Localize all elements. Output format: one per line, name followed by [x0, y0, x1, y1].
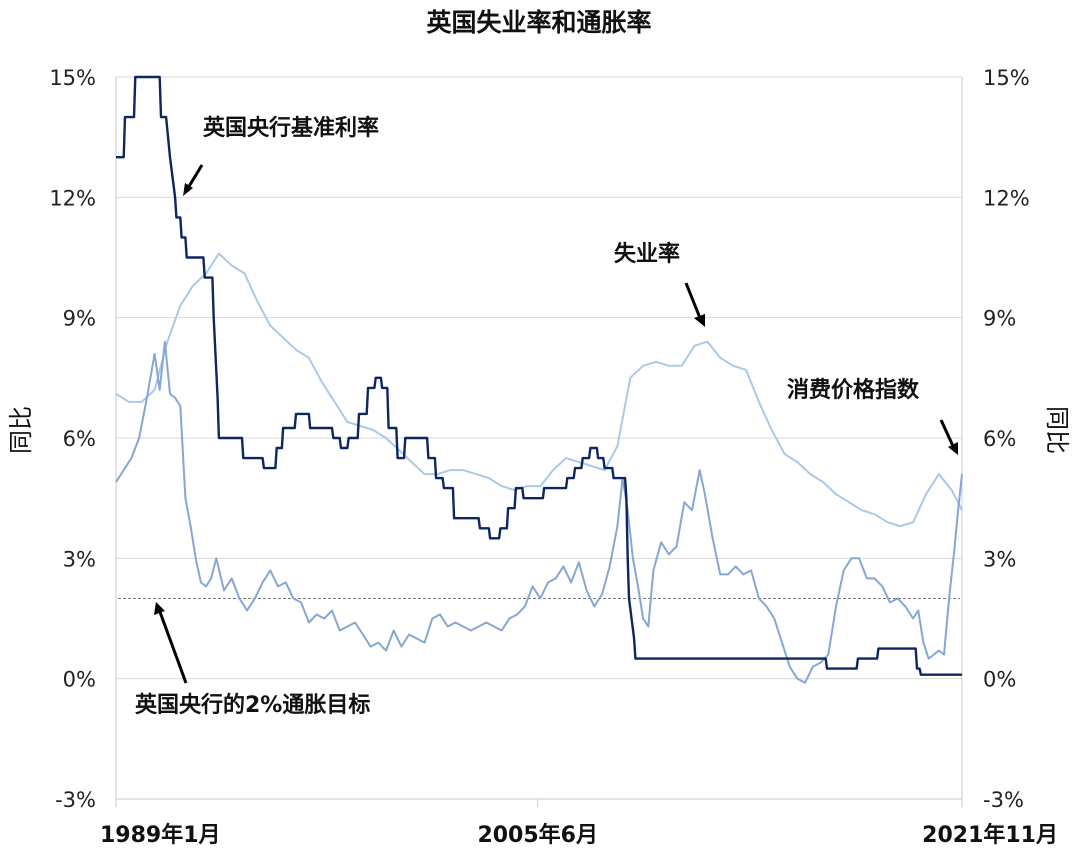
annotation-unemployment: 失业率: [614, 241, 680, 267]
series-bank-rate: [116, 75, 962, 676]
series-cpi: [115, 340, 963, 684]
y-axis-right: -3% 0% 3% 6% 9% 12% 15%: [983, 66, 1030, 812]
y-axis-left: -3% 0% 3% 6% 9% 12% 15%: [49, 66, 96, 812]
series-layer: [115, 75, 963, 684]
arrowhead-unemployment: [694, 314, 705, 327]
y-tick-label-right: 9%: [983, 307, 1016, 331]
grid: [115, 76, 963, 800]
y-tick-label-right: 15%: [983, 66, 1030, 90]
y-tick-label-right: 3%: [983, 547, 1016, 571]
y-tick-label-left: -3%: [55, 788, 96, 812]
series-unemployment: [115, 252, 963, 528]
y-tick-label-right: 12%: [983, 186, 1030, 210]
y-tick-label-left: 0%: [63, 668, 96, 692]
chart-title: 英国失业率和通胀率: [426, 8, 651, 37]
y-tick-label-right: -3%: [983, 788, 1024, 812]
arrow-unemployment: [684, 282, 702, 319]
x-tick-label: 2005年6月: [477, 822, 598, 848]
x-tick-label: 1989年1月: [100, 822, 221, 848]
y-tick-label-left: 6%: [63, 427, 96, 451]
arrow-inflation-target: [158, 611, 188, 684]
arrowhead-bank-rate: [183, 183, 193, 196]
y-tick-label-left: 12%: [49, 186, 96, 210]
arrow-cpi: [939, 419, 955, 447]
annotation-bank-rate: 英国央行基准利率: [203, 115, 379, 141]
y-axis-label-right: 同比: [1043, 406, 1071, 454]
y-tick-label-left: 3%: [63, 547, 96, 571]
arrow-bank-rate: [186, 164, 204, 189]
x-tick-label: 2021年11月: [922, 822, 1058, 848]
y-tick-label-left: 15%: [49, 66, 96, 90]
annotation-cpi: 消费价格指数: [787, 377, 920, 403]
y-axis-label-left: 同比: [7, 406, 35, 454]
arrowhead-inflation-target: [154, 602, 165, 615]
y-tick-label-left: 9%: [63, 307, 96, 331]
annotation-inflation-target: 英国央行的2%通胀目标: [135, 692, 370, 718]
x-axis: 1989年1月 2005年6月 2021年11月: [100, 799, 1058, 848]
y-tick-label-right: 0%: [983, 668, 1016, 692]
arrowhead-cpi: [948, 442, 958, 455]
y-tick-label-right: 6%: [983, 427, 1016, 451]
